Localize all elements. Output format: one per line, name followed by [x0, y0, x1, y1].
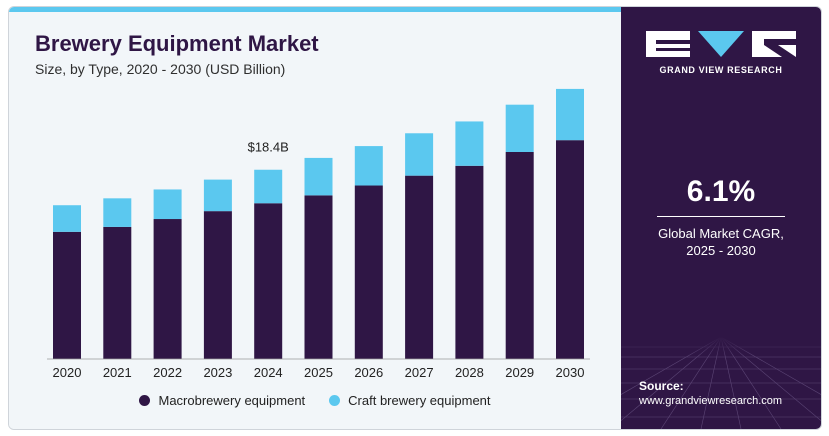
cagr-label-line1: Global Market CAGR,: [658, 226, 784, 241]
legend-item-craft: Craft brewery equipment: [329, 393, 491, 408]
bar-macro-2029: [505, 152, 534, 359]
x-tick-label: 2029: [505, 365, 534, 380]
x-tick-label: 2022: [153, 365, 182, 380]
legend-swatch-craft: [329, 395, 341, 406]
chart-subtitle: Size, by Type, 2020 - 2030 (USD Billion): [35, 61, 286, 77]
bar-craft-2023: [203, 179, 232, 212]
bar-craft-2030: [556, 88, 584, 141]
bar-craft-2022: [153, 189, 182, 220]
bar-macro-2027: [405, 175, 434, 359]
summary-panel: GRAND VIEW RESEARCH 6.1% Global Market C…: [621, 7, 821, 429]
bar-macro-2028: [455, 165, 484, 359]
x-tick-label: 2021: [103, 365, 132, 380]
x-tick-label: 2030: [556, 365, 585, 380]
bar-macro-2023: [203, 211, 232, 359]
x-tick-label: 2024: [254, 365, 283, 380]
infographic-card: Brewery Equipment Market Size, by Type, …: [8, 6, 822, 430]
x-tick-label: 2027: [405, 365, 434, 380]
legend-label-macro: Macrobrewery equipment: [158, 393, 306, 408]
source-url[interactable]: www.grandviewresearch.com: [639, 395, 783, 407]
legend-item-macro: Macrobrewery equipment: [139, 393, 305, 408]
x-tick-label: 2025: [304, 365, 333, 380]
x-tick-label: 2026: [354, 365, 383, 380]
bar-macro-2020: [53, 231, 81, 359]
bar-macro-2022: [153, 219, 182, 359]
bar-craft-2021: [103, 198, 132, 227]
bar-macro-2024: [254, 203, 283, 359]
bar-chart: 2020 2021 2022 2023 2024 2025 2026 2027 2028 2029…: [47, 88, 590, 380]
bar-macro-2026: [354, 185, 383, 359]
x-tick-label: 2020: [53, 365, 82, 380]
bar-craft-2028: [455, 121, 484, 166]
bar-macro-2021: [103, 226, 132, 359]
brand-name: GRAND VIEW RESEARCH: [659, 65, 783, 75]
source-label: Source:: [639, 379, 684, 393]
bar-craft-2020: [53, 205, 81, 232]
x-tick-label: 2028: [455, 365, 484, 380]
x-tick-label: 2023: [203, 365, 232, 380]
bar-craft-2025: [304, 157, 333, 196]
bar-craft-2026: [354, 146, 383, 186]
gvr-logo-icon: [646, 31, 796, 57]
cagr-label-line2: 2025 - 2030: [686, 243, 756, 258]
chart-title: Brewery Equipment Market: [35, 31, 319, 56]
legend-swatch-macro: [139, 395, 151, 406]
bar-macro-2030: [556, 140, 584, 359]
legend-label-craft: Craft brewery equipment: [348, 393, 491, 408]
cagr-label: Global Market CAGR, 2025 - 2030: [621, 225, 821, 259]
accent-bar: [9, 7, 621, 12]
cagr-divider: [657, 216, 785, 217]
decorative-grid-pattern: [621, 337, 821, 429]
bar-craft-2024: [254, 169, 283, 204]
cagr-value: 6.1%: [686, 175, 756, 208]
bar-craft-2027: [405, 133, 434, 176]
bar-macro-2025: [304, 195, 333, 359]
bar-craft-2029: [505, 104, 534, 152]
chart-panel: Brewery Equipment Market Size, by Type, …: [9, 7, 621, 429]
data-label-2024: $18.4B: [248, 140, 289, 155]
chart-legend: Macrobrewery equipment Craft brewery equ…: [9, 393, 621, 408]
